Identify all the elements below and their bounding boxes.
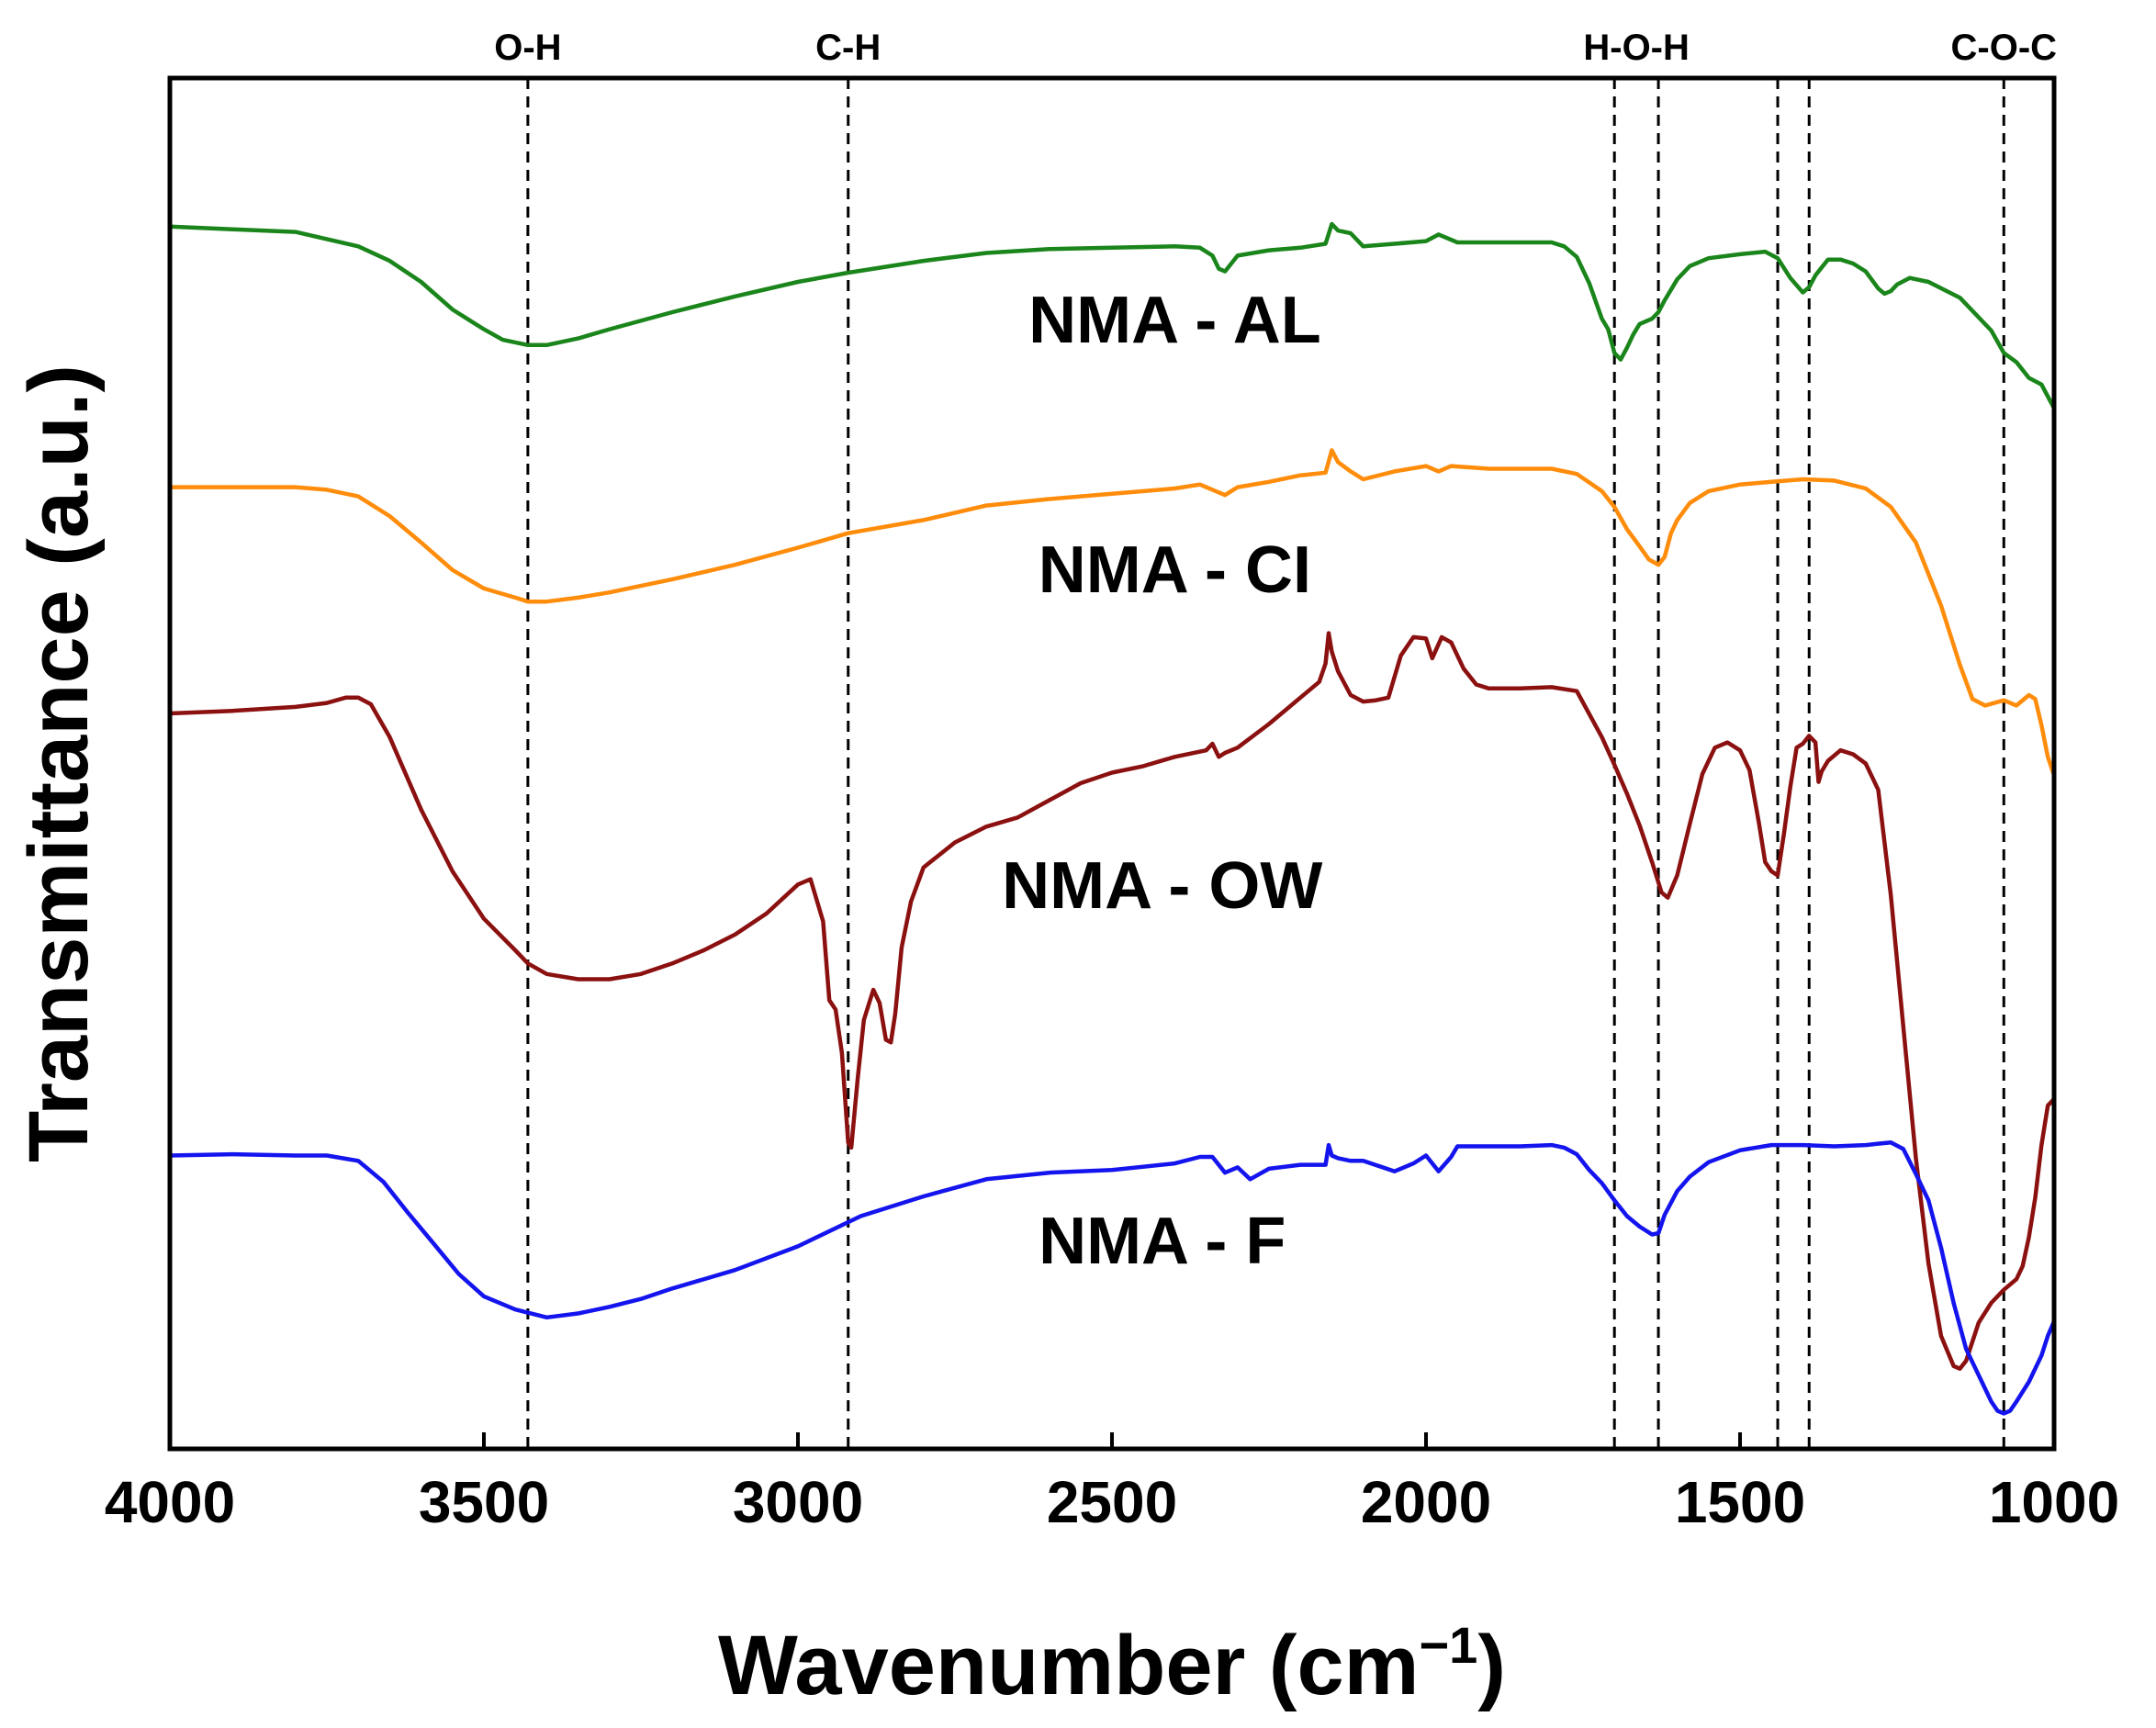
band-label: O-H (494, 28, 561, 68)
series-label: NMA - CI (1039, 533, 1311, 607)
series-label: NMA - OW (1002, 849, 1322, 923)
series-lines (167, 221, 2057, 1416)
y-axis-title: Transmittance (a.u.) (12, 365, 106, 1162)
x-tick-label: 3000 (733, 1469, 863, 1535)
x-axis-title: Wavenumber (cm−1) (718, 1616, 1506, 1712)
x-axis-ticks: 4000 3500 3000 2500 2000 1500 1000 (105, 1432, 2119, 1535)
band-label: C-H (815, 28, 881, 68)
series-labels: NMA - AL NMA - CI NMA - OW NMA - F (1002, 284, 1322, 1278)
x-tick-label: 2500 (1047, 1469, 1177, 1535)
series-line (167, 448, 2057, 778)
band-annotations: O-H C-H H-O-H C-O-C (494, 28, 2057, 68)
x-tick-label: 3500 (419, 1469, 549, 1535)
x-tick-label: 2000 (1361, 1469, 1491, 1535)
x-tick-label: 4000 (105, 1469, 235, 1535)
x-tick-label: 1500 (1675, 1469, 1805, 1535)
series-line (167, 631, 2057, 1371)
series-line (167, 1139, 2057, 1416)
x-tick-label: 1000 (1989, 1469, 2119, 1535)
series-line (167, 221, 2057, 410)
band-label: H-O-H (1583, 28, 1690, 68)
series-label: NMA - AL (1028, 284, 1321, 357)
band-label: C-O-C (1951, 28, 2058, 68)
series-label: NMA - F (1039, 1205, 1286, 1278)
